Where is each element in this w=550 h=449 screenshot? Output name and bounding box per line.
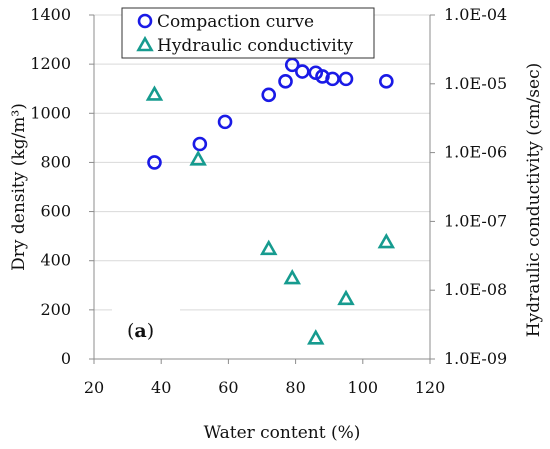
y-axis-label: Dry density (kg/m³)	[9, 103, 29, 271]
panel-label-background	[112, 300, 180, 354]
compaction-point	[338, 71, 354, 87]
conductivity-point	[189, 150, 207, 166]
conductivity-point	[307, 329, 325, 345]
compaction-point	[217, 114, 233, 130]
x-tick-label: 100	[348, 378, 379, 397]
compaction-point	[192, 136, 208, 152]
legend-circle-marker	[137, 13, 153, 29]
y2-tick-label: 1.0E-09	[444, 349, 507, 368]
y-tick-label: 0	[61, 349, 71, 368]
y2-tick-label: 1.0E-07	[444, 211, 507, 230]
legend-box	[121, 7, 375, 59]
x-tick-label: 40	[151, 378, 171, 397]
y2-tick-label: 1.0E-06	[444, 143, 507, 162]
y-tick-label: 600	[40, 202, 71, 221]
y-tick-label: 1400	[30, 5, 71, 24]
y-tick-label: 1000	[30, 103, 71, 122]
y-tick-label: 400	[40, 251, 71, 270]
x-tick-label: 80	[285, 378, 305, 397]
x-tick-label: 20	[84, 378, 104, 397]
legend-label-compaction: Compaction curve	[157, 12, 314, 32]
conductivity-point	[283, 268, 301, 285]
compaction-point	[379, 74, 394, 89]
conductivity-point	[377, 232, 396, 249]
conductivity-point	[337, 289, 355, 306]
panel-label: (a)	[127, 320, 154, 342]
legend: Compaction curve Hydraulic conductivity	[121, 7, 375, 59]
conductivity-point	[259, 239, 278, 256]
legend-label-conductivity: Hydraulic conductivity	[157, 36, 354, 56]
y-tick-label: 1200	[30, 54, 71, 73]
compaction-point	[325, 71, 340, 87]
y2-tick-label: 1.0E-04	[444, 5, 507, 24]
y2-tick-label: 1.0E-08	[444, 280, 507, 299]
y-tick-label: 800	[40, 152, 71, 171]
y2-axis-label: Hydraulic conductivity (cm/sec)	[524, 63, 544, 337]
y-tick-label: 200	[40, 300, 71, 319]
x-axis-label: Water content (%)	[204, 423, 361, 443]
x-tick-label: 120	[415, 378, 446, 397]
marks-layer	[145, 57, 396, 345]
x-tick-label: 60	[218, 378, 238, 397]
compaction-point	[147, 155, 162, 170]
compaction-point	[295, 64, 310, 79]
y2-tick-label: 1.0E-05	[444, 74, 507, 93]
compaction-point	[284, 57, 300, 73]
conductivity-point	[145, 85, 164, 101]
compaction-point	[278, 74, 293, 89]
compaction-point	[261, 87, 277, 103]
legend-triangle-marker	[136, 35, 154, 52]
axes-layer: 20 40 60 80 100 12002004006008001000120014001…	[30, 5, 507, 397]
